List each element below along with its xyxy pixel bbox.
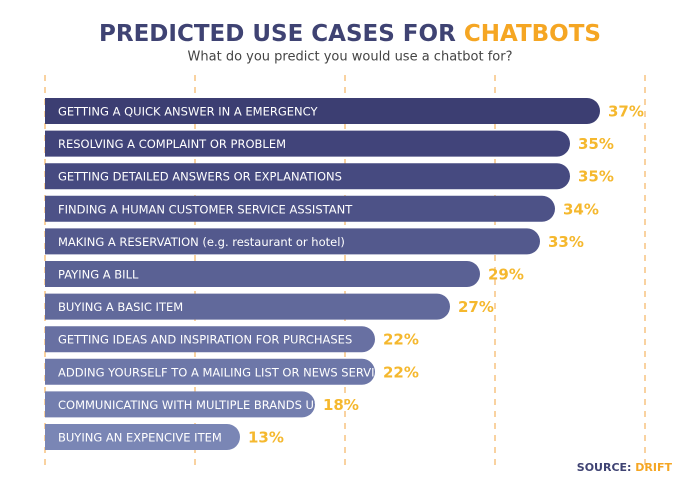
value-label: 35% [578, 168, 614, 186]
bar [45, 195, 555, 222]
bar [45, 228, 540, 255]
bar [45, 326, 376, 353]
bar-category-label: BUYING AN EXPENCIVE ITEM [58, 431, 222, 445]
value-label: 37% [608, 103, 644, 121]
bar-category-label: RESOLVING A COMPLAINT OR PROBLEM [58, 137, 286, 151]
bar-category-label: PAYING A BILL [58, 268, 139, 282]
bar [45, 358, 376, 385]
value-label: 33% [548, 233, 584, 251]
bar-category-label: ADDING YOURSELF TO A MAILING LIST OR NEW… [58, 365, 390, 379]
bar [45, 98, 600, 124]
title-highlight: CHATBOTS [464, 21, 601, 47]
value-label: 29% [488, 266, 524, 284]
bar [45, 261, 480, 287]
value-label: 22% [383, 331, 419, 349]
title: PREDICTED USE CASES FOR CHATBOTS [99, 21, 601, 47]
title-main: PREDICTED USE CASES FOR [99, 21, 456, 47]
source-name: DRIFT [635, 461, 672, 474]
bar-category-label: COMMUNICATING WITH MULTIPLE BRANDS USING… [58, 398, 433, 412]
value-label: 13% [248, 429, 284, 447]
value-label: 22% [383, 363, 419, 381]
source-label: SOURCE: [577, 461, 632, 474]
source: SOURCE: DRIFT [577, 461, 673, 474]
value-label: 27% [458, 298, 494, 316]
bar [45, 391, 315, 418]
bar [45, 130, 571, 157]
bar-category-label: BUYING A BASIC ITEM [58, 300, 183, 314]
bar-category-label: MAKING A RESERVATION (e.g. restaurant or… [58, 235, 345, 249]
value-label: 34% [563, 200, 599, 218]
value-label: 18% [323, 396, 359, 414]
bar-category-label: GETTING DETAILED ANSWERS OR EXPLANATIONS [58, 170, 342, 184]
bar-category-label: FINDING A HUMAN CUSTOMER SERVICE ASSISTA… [58, 202, 353, 216]
bar-category-label: GETTING A QUICK ANSWER IN A EMERGENCY [58, 105, 318, 119]
bar [45, 163, 571, 190]
value-label: 35% [578, 135, 614, 153]
subtitle: What do you predict you would use a chat… [188, 50, 513, 65]
bar [45, 424, 240, 450]
bar [45, 293, 451, 320]
bar-category-label: GETTING IDEAS AND INSPIRATION FOR PURCHA… [58, 333, 352, 347]
